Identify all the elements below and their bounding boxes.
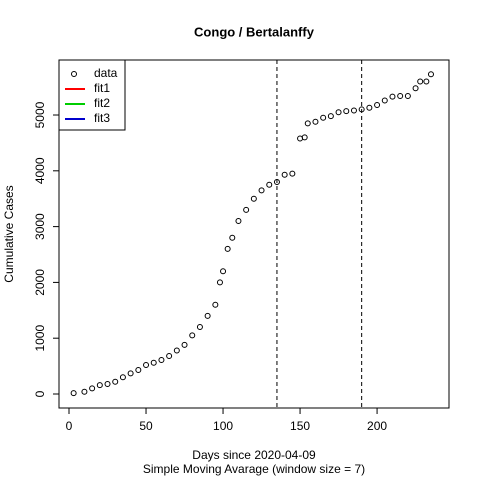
point (266, 181, 273, 188)
point (224, 245, 231, 252)
point (166, 353, 173, 360)
point (335, 109, 342, 116)
legend-label: data (94, 66, 118, 80)
legend-label: fit3 (94, 111, 110, 125)
point (358, 106, 365, 113)
point (350, 107, 357, 114)
point (89, 385, 96, 392)
point (289, 170, 296, 177)
point (343, 108, 350, 115)
point (381, 97, 388, 104)
point (412, 85, 419, 92)
point (127, 370, 134, 377)
point (389, 93, 396, 100)
point (320, 114, 327, 121)
y-axis-label: Cumulative Cases (2, 185, 16, 282)
y-tick-label: 2000 (33, 269, 47, 296)
point (119, 374, 126, 381)
y-tick-label: 5000 (33, 101, 47, 128)
legend-symbol (71, 71, 77, 77)
x-tick-label: 50 (139, 419, 153, 433)
point (150, 359, 157, 366)
y-tick-label: 1000 (33, 325, 47, 352)
point (243, 206, 250, 213)
chart-title: Congo / Bertalanffy (194, 24, 315, 39)
point (135, 367, 142, 374)
point (96, 382, 103, 389)
point (216, 279, 223, 286)
y-tick-label: 0 (33, 390, 47, 397)
point (366, 104, 373, 111)
point (250, 195, 257, 202)
point (397, 93, 404, 100)
point (189, 332, 196, 339)
y-tick-label: 3000 (33, 213, 47, 240)
point (404, 93, 411, 100)
point (427, 71, 434, 78)
point (417, 78, 424, 85)
point (423, 78, 430, 85)
point (273, 178, 280, 185)
point (181, 341, 188, 348)
point (220, 268, 227, 275)
x-tick-label: 0 (66, 419, 73, 433)
y-tick-label: 4000 (33, 157, 47, 184)
point (312, 118, 319, 125)
x-axis-label: Days since 2020-04-09 (192, 448, 316, 462)
point (374, 101, 381, 108)
point (143, 361, 150, 368)
point (327, 113, 334, 120)
x-tick-label: 100 (213, 419, 233, 433)
point (81, 388, 88, 395)
point (304, 120, 311, 127)
point (258, 187, 265, 194)
point (173, 347, 180, 354)
point (196, 324, 203, 331)
point (235, 218, 242, 225)
point (212, 301, 219, 308)
subtitle: Simple Moving Avarage (window size = 7) (143, 462, 365, 476)
point (204, 312, 211, 319)
point (70, 390, 77, 397)
point (229, 234, 236, 241)
plot-box (58, 59, 450, 409)
point (158, 356, 165, 363)
point (112, 378, 119, 385)
legend-label: fit2 (94, 96, 110, 110)
x-tick-label: 200 (367, 419, 387, 433)
point (301, 134, 308, 141)
point (281, 171, 288, 178)
point (104, 380, 111, 387)
x-tick-label: 150 (290, 419, 310, 433)
legend-label: fit1 (94, 81, 110, 95)
